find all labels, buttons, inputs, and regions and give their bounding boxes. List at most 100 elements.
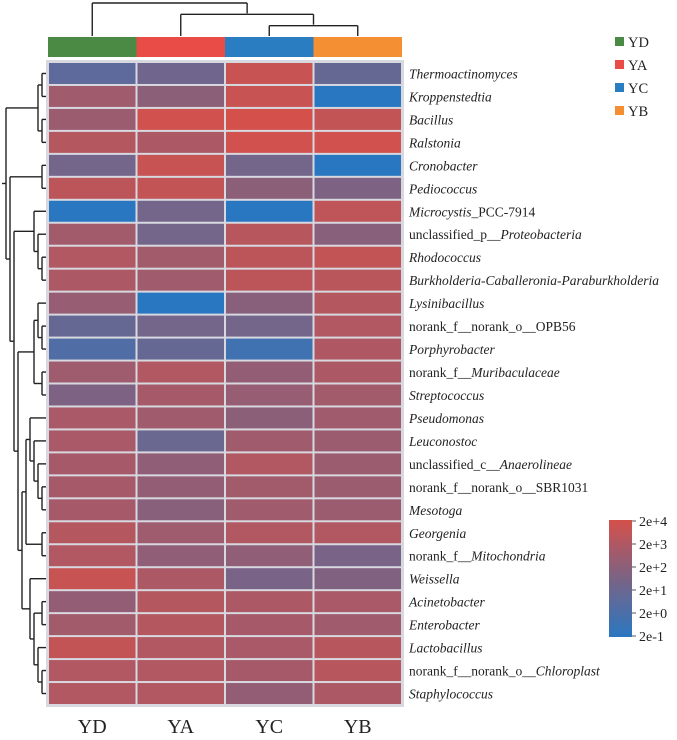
- row-label: Ralstonia: [408, 135, 461, 150]
- heatmap-cell: [314, 315, 401, 337]
- heatmap-cell: [226, 568, 313, 590]
- heatmap-cell: [137, 63, 224, 84]
- heatmap-cell: [314, 637, 401, 659]
- heatmap-cell: [49, 269, 136, 291]
- heatmap-cell: [314, 269, 401, 291]
- heatmap-cell: [314, 223, 401, 245]
- heatmap-cell: [226, 338, 313, 360]
- heatmap-cell: [137, 108, 224, 130]
- row-label: Rhodococcus: [408, 250, 481, 265]
- row-label: Cronobacter: [409, 158, 478, 173]
- heatmap-cell: [314, 683, 401, 704]
- heatmap-cell: [226, 384, 313, 406]
- column-label: YC: [255, 716, 283, 738]
- heatmap-cell: [226, 246, 313, 268]
- heatmap-cell: [314, 476, 401, 498]
- row-labels: Thermoactinomyces Kroppenstedtia Bacillus R…: [408, 66, 659, 701]
- heatmap-cell: [137, 637, 224, 659]
- heatmap-cell: [49, 522, 136, 544]
- heatmap-cell: [314, 292, 401, 314]
- heatmap-cell: [49, 384, 136, 406]
- heatmap-cell: [226, 453, 313, 475]
- heatmap-cell: [137, 545, 224, 567]
- heatmap-cell: [137, 522, 224, 544]
- heatmap-cell: [49, 200, 136, 222]
- row-label: Porphyrobacter: [408, 342, 495, 357]
- row-label: Lysinibacillus: [408, 296, 484, 311]
- heatmap-cell: [314, 63, 401, 84]
- heatmap-cell: [137, 131, 224, 153]
- heatmap-cell: [137, 407, 224, 429]
- heatmap-cell: [49, 407, 136, 429]
- colorbar: 2e+4 2e+3 2e+2 2e+1 2e+0 2e-1: [609, 515, 667, 645]
- heatmap-cell: [226, 269, 313, 291]
- heatmap-cell: [137, 591, 224, 613]
- heatmap-cell: [137, 568, 224, 590]
- heatmap-cell: [49, 246, 136, 268]
- heatmap-cell: [49, 63, 136, 84]
- row-label: unclassified_p__Proteobacteria: [409, 227, 582, 242]
- row-label: Staphylococcus: [409, 687, 493, 702]
- row-label: norank_f__norank_o__OPB56: [409, 319, 576, 334]
- column-group-color: [313, 37, 402, 57]
- heatmap-cell: [137, 614, 224, 636]
- row-label: norank_f__norank_o__Chloroplast: [409, 664, 601, 679]
- heatmap-cell: [226, 177, 313, 199]
- column-group-color: [225, 37, 314, 57]
- heatmap-cell: [226, 476, 313, 498]
- row-label: Streptococcus: [409, 388, 484, 403]
- legend-label: YB: [628, 104, 648, 120]
- column-group-color: [48, 37, 137, 57]
- heatmap-cell: [226, 63, 313, 84]
- heatmap-cell: [137, 430, 224, 452]
- heatmap-cell: [49, 660, 136, 682]
- heatmap-cell: [314, 614, 401, 636]
- heatmap-cell: [314, 246, 401, 268]
- heatmap-cell: [314, 545, 401, 567]
- row-label: Weissella: [409, 572, 460, 587]
- heatmap-cell: [226, 430, 313, 452]
- heatmap-cell: [137, 85, 224, 107]
- heatmap-cell: [226, 614, 313, 636]
- heatmap-cell: [137, 154, 224, 176]
- heatmap-cell: [137, 315, 224, 337]
- heatmap-cell: [314, 85, 401, 107]
- heatmap-cell: [314, 591, 401, 613]
- heatmap-cell: [137, 269, 224, 291]
- heatmap-cell: [226, 154, 313, 176]
- heatmap-cell: [314, 154, 401, 176]
- row-label: Acinetobacter: [408, 595, 485, 610]
- heatmap-cell: [314, 384, 401, 406]
- heatmap-cell: [49, 568, 136, 590]
- heatmap-cell: [49, 131, 136, 153]
- heatmap-cell: [314, 361, 401, 383]
- heatmap-cell: [49, 499, 136, 521]
- heatmap-cell: [137, 223, 224, 245]
- column-dendrogram: [91, 2, 359, 36]
- row-label: Pseudomonas: [408, 411, 484, 426]
- heatmap-cell: [49, 591, 136, 613]
- heatmap-cell: [137, 246, 224, 268]
- heatmap-cell: [226, 522, 313, 544]
- colorbar-tick-label: 2e+2: [639, 561, 667, 576]
- column-label: YD: [78, 716, 107, 738]
- heatmap-cells: [49, 63, 401, 704]
- heatmap-cell: [137, 177, 224, 199]
- row-label: Microcystis_PCC-7914: [408, 204, 535, 219]
- heatmap-cell: [226, 223, 313, 245]
- row-label: Burkholderia-Caballeronia-Paraburkholder…: [409, 273, 659, 288]
- heatmap-cell: [49, 154, 136, 176]
- colorbar-tick-label: 2e+3: [639, 538, 667, 553]
- row-label: Pediococcus: [408, 181, 477, 196]
- heatmap-cell: [314, 108, 401, 130]
- heatmap-cell: [49, 430, 136, 452]
- heatmap-cell: [137, 200, 224, 222]
- row-dendrogram: [2, 72, 46, 695]
- heatmap-cell: [314, 177, 401, 199]
- heatmap-cell: [226, 131, 313, 153]
- group-legend: YD YA YC YB: [615, 35, 649, 120]
- heatmap-cell: [226, 108, 313, 130]
- heatmap-cell: [226, 591, 313, 613]
- heatmap-cell: [226, 292, 313, 314]
- column-group-bar: [48, 37, 402, 57]
